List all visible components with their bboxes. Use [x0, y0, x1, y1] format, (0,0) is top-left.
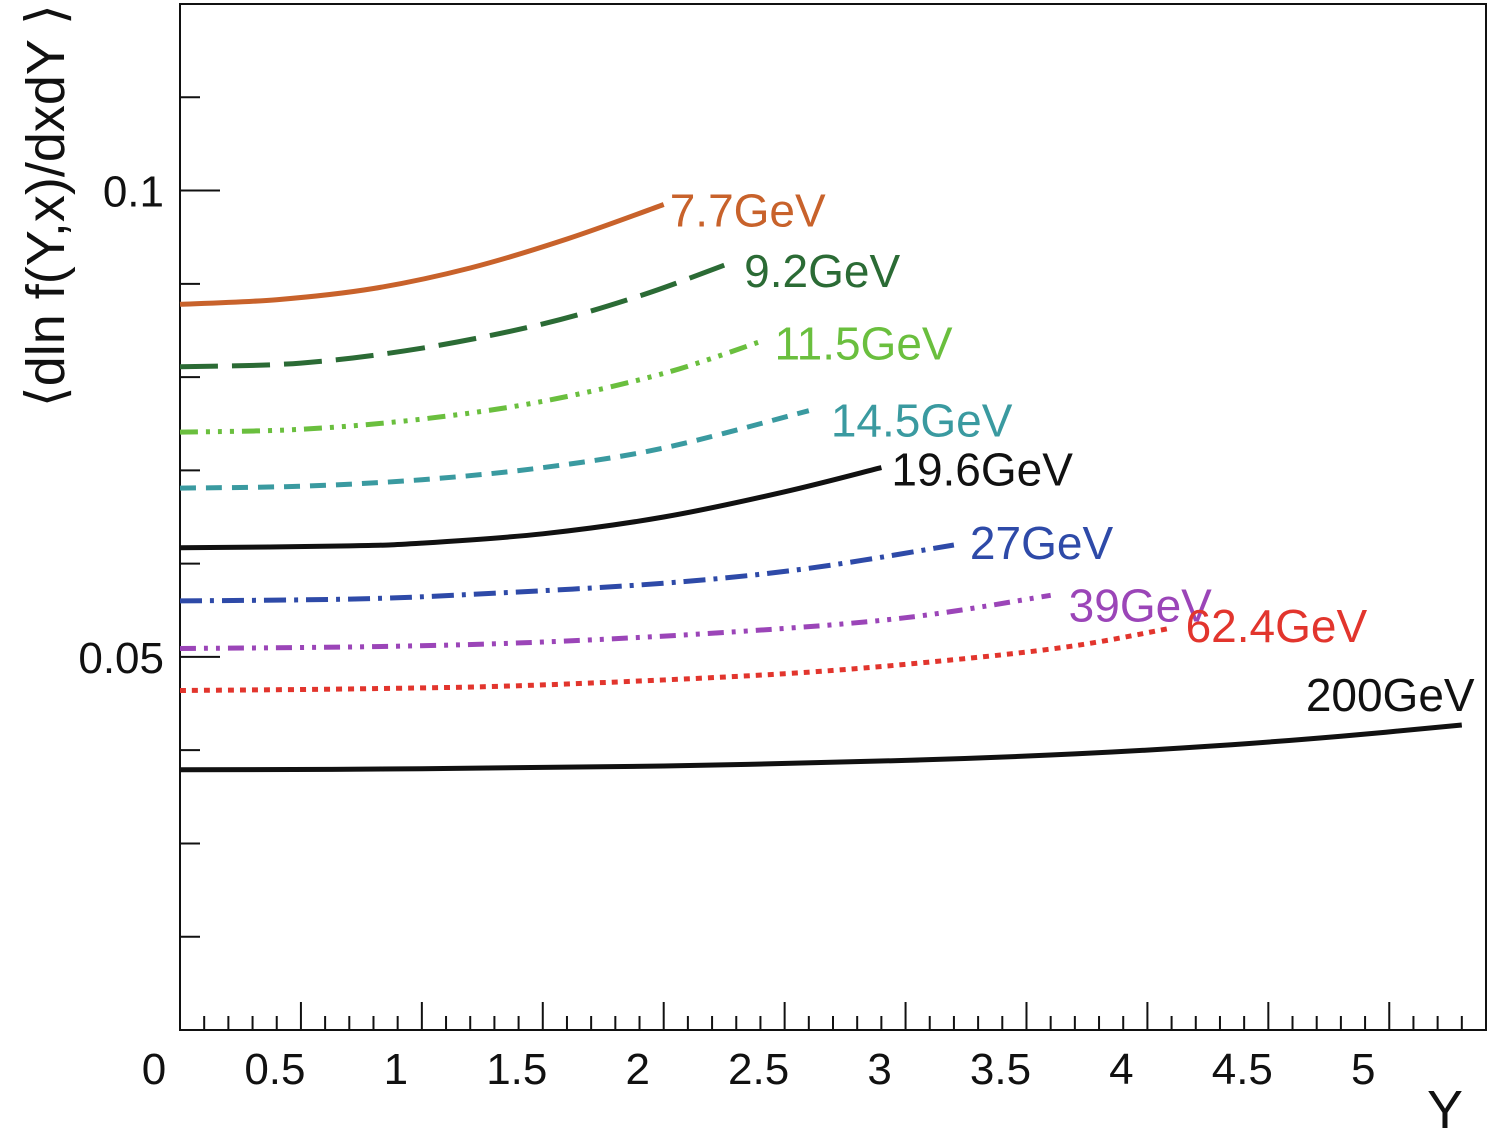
series-line: [179, 465, 882, 551]
x-tick-label: 4: [1109, 1045, 1133, 1094]
series-line: [179, 722, 1463, 773]
series-line: [179, 202, 665, 307]
x-tick-label: 5: [1351, 1045, 1375, 1094]
series-line: [179, 262, 726, 370]
x-tick-label: 3: [867, 1045, 891, 1094]
series-label: 14.5GeV: [831, 395, 1013, 447]
x-tick-label: 1.5: [486, 1045, 547, 1094]
x-tick-label: 1: [384, 1045, 408, 1094]
series-label: 19.6GeV: [891, 444, 1073, 496]
series-line: [179, 339, 762, 435]
series-label: 39GeV: [1069, 579, 1213, 631]
x-tick-label: 4.5: [1212, 1045, 1273, 1094]
series-line: [179, 408, 810, 491]
series-label: 27GeV: [970, 517, 1114, 569]
series-label: 200GeV: [1306, 669, 1475, 721]
series-line: [179, 542, 955, 604]
y-axis-title: ⟨dln f(Y,x)/dxdY ⟩: [16, 4, 76, 407]
y-axis: 0.05 0.1: [78, 168, 220, 683]
series-label: 9.2GeV: [744, 245, 900, 297]
series-lines: [179, 202, 1463, 773]
y-tick-label: 0.1: [103, 168, 164, 217]
x-axis: 0 0.5 1 1.5 2 2.5 3 3.5 4 4.5 5: [142, 1002, 1391, 1094]
x-tick-label: 2: [625, 1045, 649, 1094]
series-label: 62.4GeV: [1186, 600, 1368, 652]
x-tick-label: 3.5: [970, 1045, 1031, 1094]
series-label: 11.5GeV: [774, 318, 952, 370]
series-line: [179, 592, 1052, 651]
x-tick-label: 0: [142, 1045, 166, 1094]
x-axis-title: Y: [1427, 1080, 1463, 1136]
x-tick-label: 2.5: [728, 1045, 789, 1094]
plot-frame: [179, 3, 1487, 1031]
x-tick-label: 0.5: [244, 1045, 305, 1094]
y-axis-minor-ticks: [180, 96, 200, 1031]
series-line: [179, 625, 1173, 693]
x-axis-minor-ticks: [203, 1016, 1463, 1030]
y-tick-label: 0.05: [78, 634, 164, 683]
series-label: 7.7GeV: [670, 185, 826, 237]
